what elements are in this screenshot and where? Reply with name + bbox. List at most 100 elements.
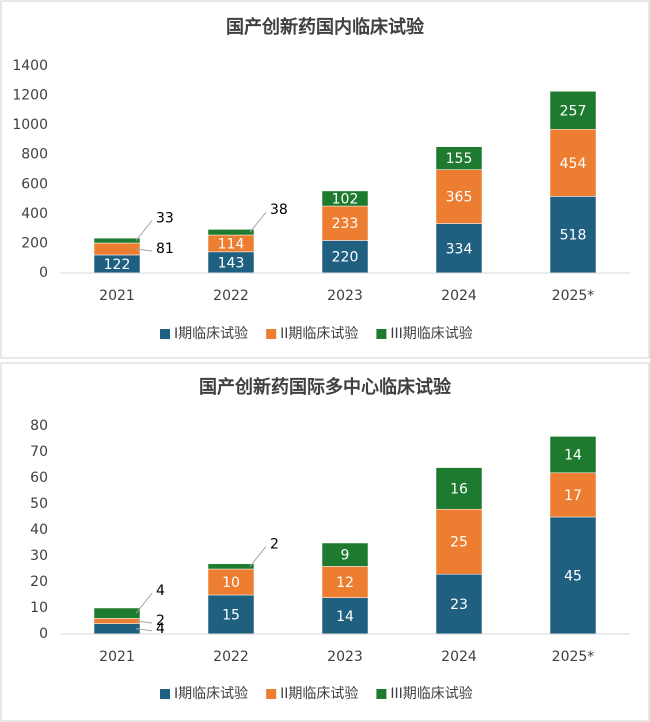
data-label: 2 (270, 536, 279, 552)
legend-label: II期临床试验 (280, 686, 358, 702)
data-label: 122 (104, 257, 131, 273)
data-label: 23 (450, 597, 468, 613)
x-tick-label: 2025* (552, 649, 595, 665)
data-label: 365 (446, 190, 473, 206)
bar-segment (93, 242, 141, 256)
bar-segment (93, 618, 141, 624)
data-label: 9 (341, 548, 350, 564)
chart-title: 国产创新药国内临床试验 (226, 16, 425, 38)
y-tick-label: 50 (30, 496, 48, 512)
y-tick-label: 60 (30, 470, 48, 486)
x-tick-label: 2021 (99, 288, 135, 304)
callout-line (135, 248, 153, 252)
bar-segment (93, 237, 141, 244)
y-tick-label: 0 (39, 626, 48, 642)
y-tick-label: 1400 (12, 58, 48, 74)
data-label: 81 (156, 241, 174, 257)
data-label: 114 (218, 236, 245, 252)
bar-segment (435, 573, 483, 635)
y-tick-label: 80 (30, 418, 48, 434)
x-tick-label: 2023 (327, 649, 363, 665)
data-label: 454 (560, 156, 587, 172)
data-label: 155 (446, 151, 473, 167)
legend-label: I期临床试验 (174, 326, 248, 342)
bar-segment (207, 563, 255, 570)
y-tick-label: 1000 (12, 117, 48, 133)
data-label: 257 (560, 103, 587, 119)
y-tick-label: 200 (21, 235, 48, 251)
bar-segment (549, 516, 597, 635)
legend-swatch (376, 329, 387, 339)
bar-segment (549, 436, 597, 474)
data-label: 220 (332, 250, 359, 266)
callout-line (249, 546, 267, 567)
data-label: 17 (564, 488, 582, 504)
bar-segment (207, 229, 255, 236)
panel (0, 362, 650, 722)
bar-segment (207, 568, 255, 596)
legend-swatch (376, 689, 387, 699)
data-label: 16 (450, 481, 468, 497)
data-label: 38 (270, 202, 288, 218)
bar-segment (549, 196, 597, 274)
legend-label: III期临床试验 (390, 326, 472, 342)
x-tick-label: 2024 (441, 288, 477, 304)
data-label: 143 (218, 255, 245, 271)
legend-swatch (266, 329, 277, 339)
legend-label: III期临床试验 (390, 686, 472, 702)
y-tick-label: 800 (21, 147, 48, 163)
y-tick-label: 30 (30, 548, 48, 564)
data-label: 4 (156, 583, 165, 599)
chart-title: 国产创新药国际多中心临床试验 (199, 376, 452, 398)
bar-segment (549, 472, 597, 518)
y-tick-label: 1200 (12, 88, 48, 104)
bar-segment (207, 594, 255, 635)
bar-segment (321, 597, 369, 635)
bar-segment (321, 190, 369, 207)
data-label: 2 (156, 613, 165, 629)
x-tick-label: 2023 (327, 288, 363, 304)
bar-segment (549, 91, 597, 130)
callout-line (135, 620, 153, 624)
y-tick-label: 10 (30, 600, 48, 616)
bar-segment (321, 566, 369, 598)
y-tick-label: 0 (39, 265, 48, 281)
legend-swatch (160, 329, 170, 339)
data-label: 233 (332, 216, 359, 232)
data-label: 45 (564, 569, 582, 585)
y-tick-label: 20 (30, 574, 48, 590)
data-label: 15 (222, 608, 240, 624)
data-label: 14 (336, 609, 354, 625)
y-tick-label: 40 (30, 522, 48, 538)
data-label: 10 (222, 575, 240, 591)
y-tick-label: 70 (30, 444, 48, 460)
bar-segment (435, 146, 483, 170)
data-label: 4 (156, 621, 165, 637)
legend-label: I期临床试验 (174, 686, 248, 702)
bar-segment (321, 542, 369, 567)
x-tick-label: 2024 (441, 649, 477, 665)
bar-segment (93, 623, 141, 635)
x-tick-label: 2021 (99, 649, 135, 665)
callout-line (135, 628, 153, 632)
data-label: 102 (332, 191, 359, 207)
data-label: 12 (336, 575, 354, 591)
x-tick-label: 2022 (213, 649, 249, 665)
data-label: 25 (450, 535, 468, 551)
x-tick-label: 2022 (213, 288, 249, 304)
data-label: 518 (560, 228, 587, 244)
legend-swatch (160, 689, 170, 699)
callout-line (249, 211, 267, 233)
bar-segment (93, 607, 141, 619)
legend-label: II期临床试验 (280, 326, 358, 342)
data-label: 334 (446, 241, 473, 257)
y-tick-label: 600 (21, 176, 48, 192)
data-label: 14 (564, 448, 582, 464)
y-tick-label: 400 (21, 206, 48, 222)
bar-segment (435, 169, 483, 224)
bar-segment (435, 467, 483, 510)
callout-line (135, 220, 153, 241)
bar-segment (549, 129, 597, 197)
legend-swatch (266, 689, 277, 699)
